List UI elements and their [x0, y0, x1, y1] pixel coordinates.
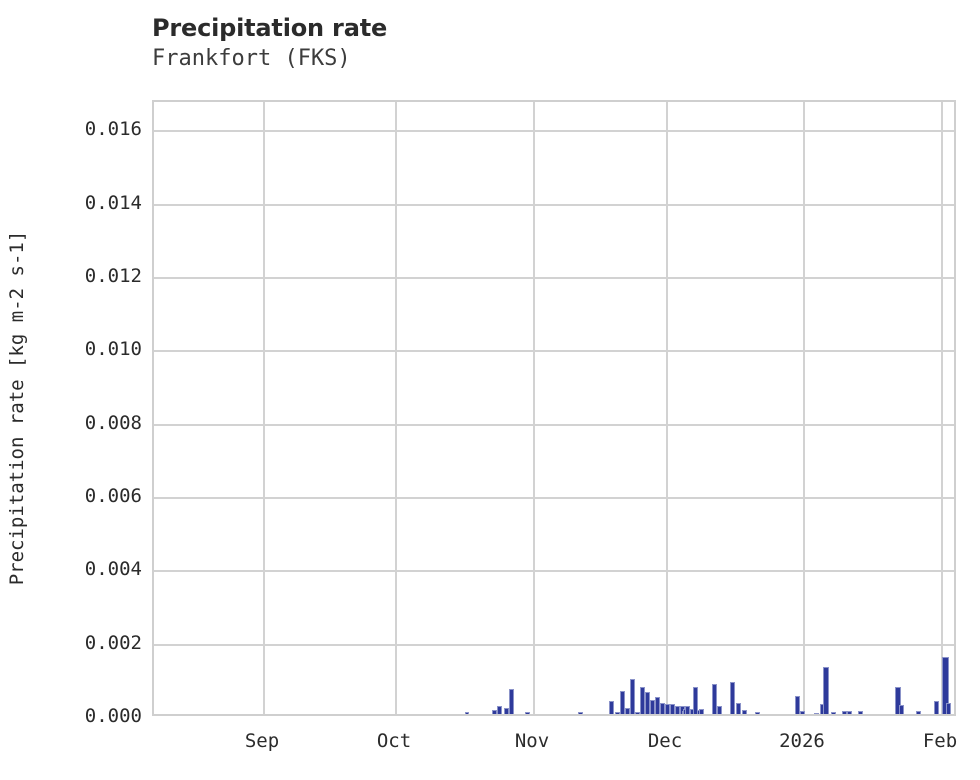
plot-area [152, 100, 956, 716]
bar [814, 712, 819, 714]
bar [847, 710, 852, 714]
bar [497, 706, 502, 714]
bar [742, 710, 747, 714]
bar [630, 678, 635, 714]
bar [693, 686, 698, 714]
bar [858, 711, 863, 714]
x-axis-tick: Nov [514, 730, 550, 752]
y-axis-tick: 0.008 [84, 411, 142, 434]
y-axis-tick: 0.004 [84, 558, 142, 581]
y-axis-tick: 0.000 [84, 705, 142, 727]
bar [916, 711, 921, 714]
bar [620, 690, 625, 714]
chart-subtitle: Frankfort (FKS) [152, 46, 351, 71]
bar [665, 704, 670, 714]
bar [736, 703, 741, 714]
bar [685, 705, 690, 714]
gridline-horizontal [154, 130, 954, 133]
bar [670, 703, 675, 714]
bar [712, 683, 717, 714]
gridline-horizontal [154, 423, 954, 426]
bar [675, 706, 680, 714]
bar [823, 667, 829, 714]
gridline-horizontal [154, 203, 954, 206]
x-axis-tick: 2026 [779, 730, 825, 752]
y-axis-tick: 0.010 [84, 338, 142, 361]
bar [645, 692, 650, 714]
bar [899, 705, 904, 714]
bar [730, 682, 735, 714]
y-axis-tick: 0.006 [84, 485, 142, 507]
y-axis-tick: 0.014 [84, 191, 142, 214]
bar [895, 686, 901, 714]
bar [525, 711, 530, 714]
gridline-horizontal [154, 497, 954, 499]
gridline-horizontal [154, 570, 954, 573]
gridline-vertical [395, 102, 397, 714]
gridline-vertical [666, 102, 668, 714]
bar [615, 712, 620, 714]
bar [655, 697, 660, 714]
x-axis-tick: Oct [376, 730, 412, 752]
y-axis-tick-labels: 0.000 0.002 0.004 0.006 0.008 0.010 0.012 0.014… [0, 0, 142, 780]
bar [717, 705, 722, 714]
bar [946, 703, 951, 714]
y-axis-tick: 0.012 [84, 265, 142, 287]
x-axis-tick: Sep [244, 730, 280, 752]
gridline-vertical [533, 102, 535, 714]
bar [509, 689, 514, 714]
gridline-horizontal [154, 350, 954, 353]
bar [578, 712, 583, 714]
bar [934, 701, 939, 714]
bar [699, 709, 704, 714]
page-title: Precipitation rate [152, 14, 388, 42]
bar [635, 711, 640, 714]
gridline-horizontal [154, 643, 954, 646]
bar [831, 711, 836, 714]
bar [842, 711, 847, 714]
bar [609, 700, 614, 714]
bar [942, 656, 949, 714]
bar [795, 695, 800, 714]
bar [800, 711, 805, 714]
y-axis-tick: 0.002 [84, 631, 142, 654]
plot-inner [154, 102, 954, 714]
gridline-vertical [263, 102, 265, 714]
x-axis-tick: Dec [647, 730, 683, 752]
title-block: Precipitation rate Frankfort (FKS) [152, 14, 852, 74]
y-axis-tick: 0.016 [84, 118, 142, 141]
gridline-vertical [803, 102, 805, 714]
bar [755, 712, 760, 714]
gridline-vertical [941, 102, 943, 714]
bar [640, 687, 645, 714]
bar [660, 703, 665, 714]
gridline-horizontal [154, 277, 954, 279]
bar [465, 711, 469, 714]
bar [650, 700, 655, 714]
bar [492, 710, 497, 714]
bar [504, 707, 509, 714]
x-axis-tick: Feb [922, 730, 958, 752]
bar [625, 707, 630, 714]
